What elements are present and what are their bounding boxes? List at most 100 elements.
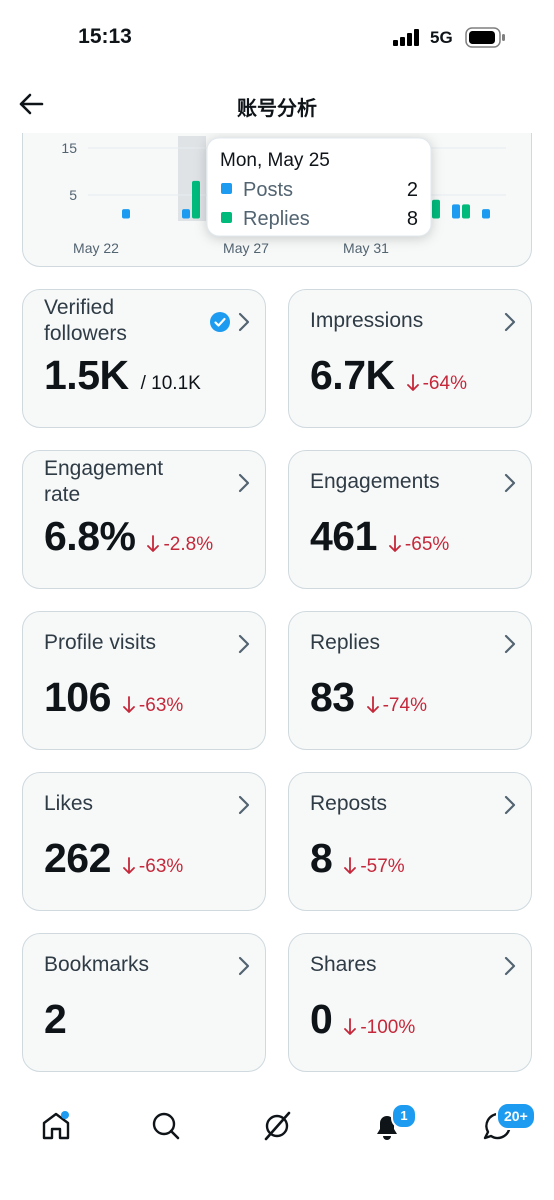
down-arrow	[389, 534, 401, 552]
metric-value: 2	[44, 996, 67, 1042]
card-title-wrap: Replies	[310, 617, 485, 669]
metric-value: 83	[310, 674, 355, 720]
metric-change: -63%	[138, 695, 184, 716]
card-title: Replies	[310, 631, 381, 654]
metric-card[interactable]: Reposts 8 -57%	[288, 772, 532, 911]
metric-card[interactable]: Verified followers 1.5K / 10.1K	[22, 289, 266, 428]
home-tab[interactable]	[40, 1110, 72, 1142]
metric-card[interactable]: Profile visits 106 -63%	[22, 611, 266, 750]
notifications-badge: 1	[391, 1103, 417, 1129]
tooltip-value: 2	[407, 179, 418, 201]
metric-value: 0	[310, 996, 333, 1042]
card-title: Reposts	[310, 792, 388, 815]
bar	[482, 209, 490, 219]
value-row: 461 -65%	[310, 513, 449, 569]
clock: 15:13	[78, 25, 132, 48]
search-tab[interactable]	[150, 1110, 182, 1142]
network: 5G	[430, 28, 453, 47]
chevron	[238, 634, 250, 654]
bar	[122, 209, 130, 219]
bottom-nav: 1 20+	[0, 1085, 554, 1200]
value-row: 83 -74%	[310, 674, 427, 730]
chevron-wrap	[237, 634, 251, 659]
legend-swatch	[221, 183, 232, 194]
down-arrow-wrap	[123, 856, 135, 880]
value-row: 106 -63%	[44, 674, 183, 730]
chevron	[504, 634, 516, 654]
chevron	[504, 795, 516, 815]
card-title-wrap: Engagements	[310, 456, 485, 508]
metric-card[interactable]: Engagements 461 -65%	[288, 450, 532, 589]
card-title: Likes	[44, 792, 94, 815]
value-row: 1.5K / 10.1K	[44, 352, 201, 408]
down-arrow-wrap	[389, 534, 401, 558]
card-title-wrap: Shares	[310, 939, 485, 991]
chevron-wrap	[503, 634, 517, 659]
messages-badge: 20+	[496, 1102, 536, 1130]
legend-label: Replies	[243, 208, 310, 230]
metric-change: -2.8%	[163, 534, 214, 555]
y-tick-label: 5	[69, 187, 77, 203]
back-button[interactable]	[18, 92, 44, 116]
chevron	[504, 312, 516, 332]
card-title: Impressions	[310, 309, 424, 332]
legend-label: Posts	[243, 179, 293, 201]
chevron	[238, 473, 250, 493]
down-arrow	[123, 695, 135, 713]
metric-total: / 10.1K	[140, 373, 201, 394]
signal-icon	[393, 29, 419, 46]
card-title: Bookmarks	[44, 953, 150, 976]
down-arrow	[344, 856, 357, 874]
down-arrow-wrap	[147, 534, 160, 558]
page-title: 账号分析	[237, 98, 317, 120]
x-tick-label: May 22	[73, 240, 119, 256]
card-title: Engagements	[310, 470, 440, 493]
card-title-wrap: Reposts	[310, 778, 485, 830]
chevron	[504, 473, 516, 493]
metric-change: -64%	[422, 373, 467, 394]
bar	[192, 180, 200, 219]
chevron-wrap	[237, 312, 251, 337]
value-row: 6.7K -64%	[310, 352, 467, 408]
card-title-wrap: Impressions	[310, 295, 485, 347]
chevron-wrap	[237, 795, 251, 820]
card-title: Shares	[310, 953, 377, 976]
chevron-wrap	[503, 312, 517, 337]
metric-card[interactable]: Impressions 6.7K -64%	[288, 289, 532, 428]
metric-card[interactable]: Shares 0 -100%	[288, 933, 532, 1072]
card-title-wrap: Engagement rate	[44, 456, 219, 508]
value-row: 6.8% -2.8%	[44, 513, 213, 569]
down-arrow-wrap	[123, 695, 135, 719]
down-arrow	[344, 1017, 357, 1035]
chevron-wrap	[237, 956, 251, 981]
card-title-wrap: Bookmarks	[44, 939, 219, 991]
metric-value: 6.7K	[310, 352, 395, 398]
tooltip-date: Mon, May 25	[220, 150, 330, 171]
metric-value: 262	[44, 835, 111, 881]
card-title-wrap: Likes	[44, 778, 219, 830]
value-row: 8 -57%	[310, 835, 405, 891]
chevron-wrap	[237, 473, 251, 498]
metric-change: -100%	[360, 1017, 416, 1038]
legend-swatch	[221, 212, 232, 223]
metric-card[interactable]: Bookmarks 2	[22, 933, 266, 1072]
down-arrow	[123, 856, 135, 874]
metric-change: -74%	[382, 695, 427, 716]
metric-value: 106	[44, 674, 111, 720]
x-tick-label: May 27	[223, 240, 269, 256]
verified-badge	[210, 312, 230, 332]
metric-card[interactable]: Likes 262 -63%	[22, 772, 266, 911]
bar	[182, 209, 190, 219]
chevron-wrap	[503, 956, 517, 981]
card-title-wrap: Profile visits	[44, 617, 219, 669]
metric-change: -65%	[404, 534, 450, 555]
chart: 5 15 May 22 May 27 May 31 Mon, May 25 Posts 2 Re…	[61, 136, 506, 256]
tooltip-box	[206, 137, 432, 237]
bar	[452, 204, 460, 219]
x-tick-label: May 31	[343, 240, 389, 256]
metric-card[interactable]: Replies 83 -74%	[288, 611, 532, 750]
down-arrow	[366, 695, 379, 713]
metric-card[interactable]: Engagement rate 6.8% -2.8%	[22, 450, 266, 589]
grok-tab[interactable]	[261, 1110, 293, 1142]
